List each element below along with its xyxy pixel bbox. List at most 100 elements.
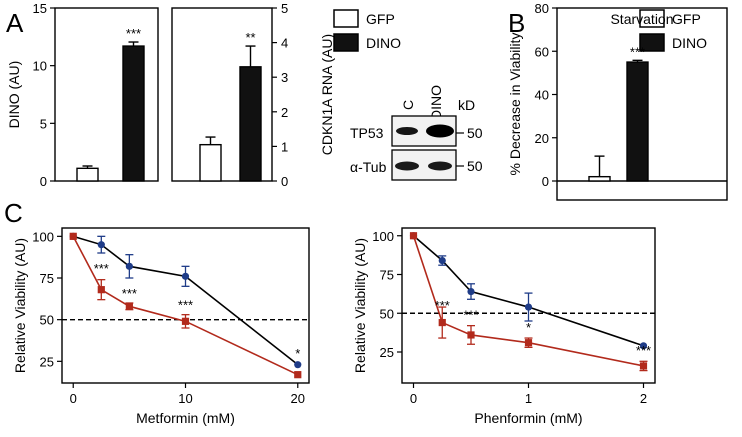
chart-c-metformin-lines: 25 50 75 100 0 10 20 Metformin (mM) Relative Via… (12, 227, 310, 426)
data-point-gfp (294, 361, 302, 369)
legend-b-dino-label: DINO (672, 35, 707, 51)
panel-label-c: C (4, 198, 23, 228)
significance-label: *** (435, 298, 450, 313)
legend-a-gfp-swatch (333, 9, 359, 28)
legend-a: GFP DINO (333, 9, 401, 52)
y-tick-label: 4 (281, 36, 288, 51)
legend-b: GFP DINO (639, 9, 707, 52)
bar-dino (626, 61, 649, 182)
y-tick-label: 80 (535, 1, 549, 16)
chart-a2-frame (171, 7, 273, 182)
x-tick-label: 2 (640, 391, 647, 406)
significance-label: *** (122, 286, 137, 301)
bar-dino (239, 66, 262, 182)
y-axis-label: Relative Viability (AU) (352, 238, 368, 373)
chart-b-frame (556, 7, 728, 201)
data-point-gfp (639, 342, 648, 350)
legend-b-gfp-swatch (639, 9, 665, 28)
y-tick-label: 25 (380, 345, 394, 360)
chart-b-starvation-bars: 0 20 40 60 80 % Decrease in Viability Starvati… (507, 1, 728, 201)
significance-label: *** (630, 44, 645, 59)
data-point-dino (438, 318, 446, 327)
chart-a-dino-bars: 0 5 10 15 DINO (AU) *** (6, 1, 159, 189)
y-axis-label: Relative Viability (AU) (12, 238, 28, 373)
y-axis-label: CDKN1A RNA (AU) (319, 34, 335, 155)
blot-row-label-tub: α-Tub (350, 159, 387, 175)
panel-label-b: B (508, 8, 525, 38)
y-tick-label: 5 (40, 116, 47, 131)
data-point-gfp (181, 272, 190, 280)
y-tick-label: 75 (380, 268, 394, 283)
legend-b-dino-swatch (639, 33, 665, 52)
y-tick-label: 50 (40, 313, 54, 328)
legend-a-dino-label: DINO (366, 35, 401, 51)
panel-label-a: A (6, 8, 24, 38)
significance-label: *** (178, 298, 193, 313)
y-tick-label: 2 (281, 105, 288, 120)
x-axis-label: Metformin (mM) (136, 410, 235, 426)
x-tick-label: 20 (291, 391, 305, 406)
y-tick-label: 60 (535, 44, 549, 59)
significance-label: *** (636, 343, 651, 358)
blot-lane-dino: DINO (428, 85, 444, 120)
blot-lane-c: C (400, 100, 416, 110)
y-tick-label: 1 (281, 139, 288, 154)
y-tick-label: 100 (32, 229, 54, 244)
data-point-gfp (97, 241, 105, 249)
legend-a-gfp-label: GFP (366, 11, 395, 27)
significance-label: *** (126, 26, 141, 41)
x-axis-label: Phenformin (mM) (474, 410, 582, 426)
data-point-dino (467, 331, 475, 339)
data-point-gfp (524, 303, 533, 311)
chart-a1-frame (54, 7, 159, 182)
x-tick-label: 0 (70, 391, 77, 406)
significance-label: *** (94, 261, 109, 276)
data-point-dino (97, 286, 105, 294)
y-tick-label: 20 (535, 131, 549, 146)
bar-dino (122, 45, 145, 182)
chart-a-cdkn1a-bars: 0 1 2 3 4 5 CDKN1A RNA (AU) ** (171, 1, 335, 189)
y-tick-label: 10 (33, 59, 47, 74)
bar-gfp (199, 143, 222, 182)
data-point-dino (409, 232, 418, 240)
y-axis-label: % Decrease in Viability (507, 33, 523, 176)
chart-title: Starvation (610, 11, 673, 27)
blot-marker-tp53: 50 (467, 125, 483, 141)
x-tick-label: 1 (525, 391, 532, 406)
y-tick-label: 0 (281, 174, 288, 189)
blot-band-tp53-dino (426, 124, 454, 138)
y-tick-label: 5 (281, 1, 288, 16)
blot-row-label-tp53: TP53 (350, 125, 384, 141)
legend-b-gfp-label: GFP (672, 11, 701, 27)
y-tick-label: 50 (380, 306, 394, 321)
y-tick-label: 15 (33, 1, 47, 16)
y-tick-label: 0 (542, 174, 549, 189)
data-point-gfp (467, 287, 475, 296)
y-tick-label: 100 (372, 229, 394, 244)
y-tick-label: 3 (281, 70, 288, 85)
y-axis-label: DINO (AU) (6, 61, 22, 129)
bar-gfp (76, 167, 99, 182)
blot-band-tub-dino (428, 161, 452, 171)
significance-label: *** (463, 307, 478, 322)
data-point-dino (639, 362, 648, 370)
y-tick-label: 25 (40, 354, 54, 369)
data-point-dino (524, 339, 533, 347)
y-tick-label: 0 (40, 174, 47, 189)
y-tick-label: 40 (535, 88, 549, 103)
blot-marker-tub: 50 (467, 158, 483, 174)
bar-gfp (588, 175, 611, 182)
blot-unit: kD (458, 97, 475, 113)
blot-band-tp53-c (396, 127, 418, 135)
data-point-gfp (438, 256, 446, 265)
legend-a-dino-swatch (333, 33, 359, 52)
significance-label: ** (245, 30, 255, 45)
y-tick-label: 75 (40, 271, 54, 286)
data-point-dino (181, 317, 190, 325)
data-point-dino (69, 232, 77, 240)
x-tick-label: 0 (410, 391, 417, 406)
data-point-dino (294, 371, 302, 379)
significance-label: * (295, 346, 300, 361)
significance-label: * (526, 320, 531, 335)
western-blot: C DINO kD TP53 50 α-Tub 50 (350, 85, 483, 181)
